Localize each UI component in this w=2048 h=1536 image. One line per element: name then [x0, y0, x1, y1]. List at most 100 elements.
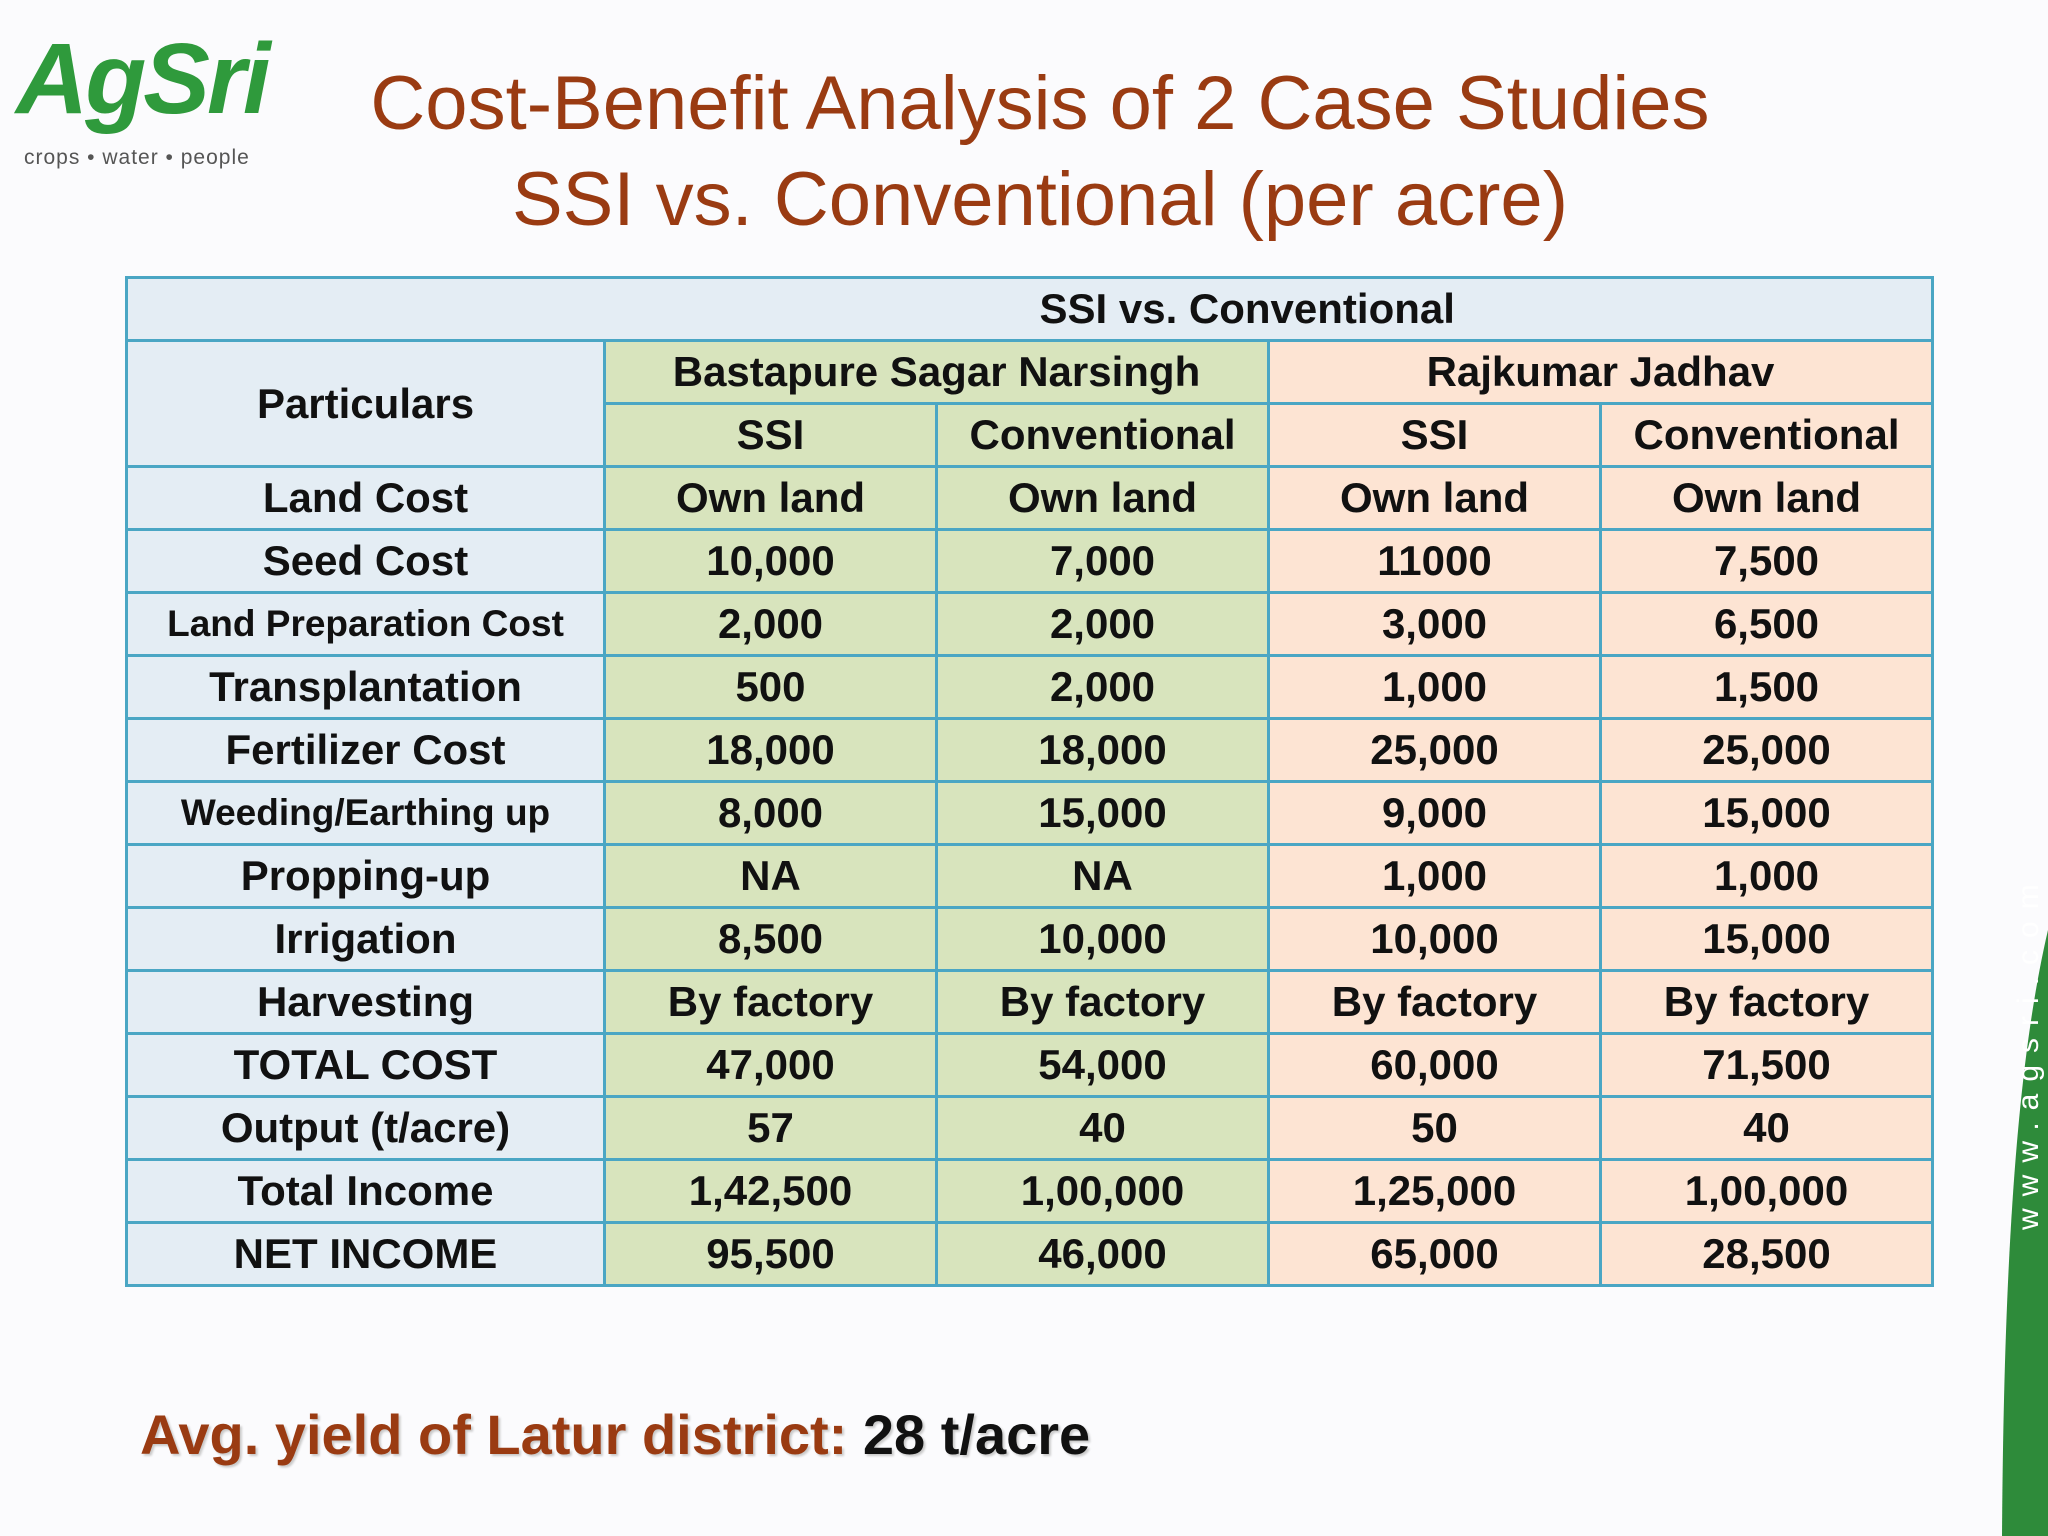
- subheader-bastapure-ssi: SSI: [603, 402, 938, 468]
- cell-rajkumar-ssi: 60,000: [1267, 1032, 1602, 1098]
- table-row: NET INCOME 95,500 46,000 65,000 28,500: [125, 1221, 1934, 1287]
- cell-bastapure-ssi: 8,000: [603, 780, 938, 846]
- cell-rajkumar-conventional: 7,500: [1599, 528, 1934, 594]
- cell-rajkumar-ssi: Own land: [1267, 465, 1602, 531]
- table-row: Seed Cost 10,000 7,000 11000 7,500: [125, 528, 1934, 594]
- cost-benefit-table: SSI vs. Conventional Particulars Bastapu…: [125, 276, 1934, 1287]
- cell-bastapure-ssi: Own land: [603, 465, 938, 531]
- cell-bastapure-ssi: 500: [603, 654, 938, 720]
- table-row: Propping-up NA NA 1,000 1,000: [125, 843, 1934, 909]
- row-label: Seed Cost: [125, 528, 606, 594]
- cell-bastapure-conventional: 46,000: [935, 1221, 1270, 1287]
- subheader-rajkumar-ssi: SSI: [1267, 402, 1602, 468]
- row-label: NET INCOME: [125, 1221, 606, 1287]
- cell-bastapure-conventional: 18,000: [935, 717, 1270, 783]
- row-label: Output (t/acre): [125, 1095, 606, 1161]
- group-header-rajkumar: Rajkumar Jadhav: [1267, 339, 1934, 405]
- cell-bastapure-ssi: 8,500: [603, 906, 938, 972]
- cell-bastapure-ssi: 1,42,500: [603, 1158, 938, 1224]
- cell-rajkumar-ssi: 50: [1267, 1095, 1602, 1161]
- logo-wordmark: AgSri: [16, 23, 271, 135]
- table-header-row: SSI vs. Conventional: [125, 276, 1934, 342]
- cell-rajkumar-ssi: 9,000: [1267, 780, 1602, 846]
- cell-rajkumar-ssi: 10,000: [1267, 906, 1602, 972]
- latur-yield-value: 28 t/acre: [862, 1403, 1091, 1466]
- header-corner-cell: [125, 276, 605, 342]
- group-header-row: Particulars Bastapure Sagar Narsingh Raj…: [125, 339, 1934, 468]
- cell-bastapure-ssi: By factory: [603, 969, 938, 1035]
- row-label: TOTAL COST: [125, 1032, 606, 1098]
- latur-yield-note: Avg. yield of Latur district: 28 t/acre: [140, 1402, 1090, 1467]
- cell-rajkumar-conventional: 15,000: [1599, 780, 1934, 846]
- slide-subtitle: SSI vs. Conventional (per acre): [511, 157, 1569, 242]
- row-label: Irrigation: [125, 906, 606, 972]
- table-row: Land Cost Own land Own land Own land Own lan…: [125, 465, 1934, 531]
- row-label: Fertilizer Cost: [125, 717, 606, 783]
- particulars-header: Particulars: [125, 339, 606, 468]
- subheader-rajkumar-conventional: Conventional: [1599, 402, 1934, 468]
- green-leaf-stripe: [2002, 930, 2048, 1536]
- table-row: Total Income 1,42,500 1,00,000 1,25,000 1,00…: [125, 1158, 1934, 1224]
- cell-bastapure-conventional: 2,000: [935, 654, 1270, 720]
- row-label: Land Preparation Cost: [125, 591, 606, 657]
- cell-bastapure-conventional: 7,000: [935, 528, 1270, 594]
- table-row: Irrigation 8,500 10,000 10,000 15,000: [125, 906, 1934, 972]
- row-label: Land Cost: [125, 465, 606, 531]
- table-row: Output (t/acre) 57 40 50 40: [125, 1095, 1934, 1161]
- cell-rajkumar-conventional: 40: [1599, 1095, 1934, 1161]
- cell-rajkumar-conventional: 1,500: [1599, 654, 1934, 720]
- row-label: Propping-up: [125, 843, 606, 909]
- table-row: Fertilizer Cost 18,000 18,000 25,000 25,000: [125, 717, 1934, 783]
- cell-rajkumar-conventional: 71,500: [1599, 1032, 1934, 1098]
- cell-bastapure-ssi: 18,000: [603, 717, 938, 783]
- cell-rajkumar-ssi: 1,000: [1267, 843, 1602, 909]
- subheader-row: SSI Conventional SSI Conventional: [127, 402, 1934, 468]
- top-header-cell: SSI vs. Conventional: [604, 276, 1934, 342]
- cell-rajkumar-ssi: 1,25,000: [1267, 1158, 1602, 1224]
- cell-rajkumar-ssi: By factory: [1267, 969, 1602, 1035]
- group-header-bastapure: Bastapure Sagar Narsingh: [603, 339, 1270, 405]
- cell-rajkumar-ssi: 65,000: [1267, 1221, 1602, 1287]
- subheader-bastapure-conventional: Conventional: [935, 402, 1270, 468]
- cell-rajkumar-conventional: By factory: [1599, 969, 1934, 1035]
- cell-rajkumar-conventional: 1,000: [1599, 843, 1934, 909]
- cell-rajkumar-ssi: 25,000: [1267, 717, 1602, 783]
- agsri-logo: AgSri crops • water • people: [16, 18, 306, 169]
- cell-bastapure-ssi: 57: [603, 1095, 938, 1161]
- cell-rajkumar-conventional: Own land: [1599, 465, 1934, 531]
- slide-title: Cost-Benefit Analysis of 2 Case Studies: [370, 61, 1710, 146]
- row-label: Weeding/Earthing up: [125, 780, 606, 846]
- cell-bastapure-conventional: 10,000: [935, 906, 1270, 972]
- cell-bastapure-conventional: 54,000: [935, 1032, 1270, 1098]
- cell-rajkumar-ssi: 1,000: [1267, 654, 1602, 720]
- cell-bastapure-ssi: 47,000: [603, 1032, 938, 1098]
- cell-rajkumar-conventional: 28,500: [1599, 1221, 1934, 1287]
- cell-rajkumar-ssi: 11000: [1267, 528, 1602, 594]
- cell-bastapure-ssi: 10,000: [603, 528, 938, 594]
- cell-bastapure-ssi: 2,000: [603, 591, 938, 657]
- cell-rajkumar-conventional: 25,000: [1599, 717, 1934, 783]
- row-label: Harvesting: [125, 969, 606, 1035]
- cell-bastapure-conventional: 2,000: [935, 591, 1270, 657]
- table-row: Transplantation 500 2,000 1,000 1,500: [125, 654, 1934, 720]
- cell-rajkumar-conventional: 1,00,000: [1599, 1158, 1934, 1224]
- cell-rajkumar-ssi: 3,000: [1267, 591, 1602, 657]
- cell-bastapure-ssi: 95,500: [603, 1221, 938, 1287]
- cell-bastapure-conventional: By factory: [935, 969, 1270, 1035]
- cell-bastapure-conventional: NA: [935, 843, 1270, 909]
- cell-bastapure-conventional: 40: [935, 1095, 1270, 1161]
- cell-bastapure-conventional: 1,00,000: [935, 1158, 1270, 1224]
- side-url: www.agsri.com: [2012, 872, 2045, 1230]
- table-row: Harvesting By factory By factory By factory…: [125, 969, 1934, 1035]
- cell-bastapure-ssi: NA: [603, 843, 938, 909]
- cell-rajkumar-conventional: 15,000: [1599, 906, 1934, 972]
- row-label: Total Income: [125, 1158, 606, 1224]
- table-row: Weeding/Earthing up 8,000 15,000 9,000 15,00…: [125, 780, 1934, 846]
- cell-bastapure-conventional: Own land: [935, 465, 1270, 531]
- latur-yield-label: Avg. yield of Latur district:: [140, 1403, 848, 1466]
- cell-bastapure-conventional: 15,000: [935, 780, 1270, 846]
- row-label: Transplantation: [125, 654, 606, 720]
- table-row: Land Preparation Cost 2,000 2,000 3,000 6,50…: [125, 591, 1934, 657]
- cell-rajkumar-conventional: 6,500: [1599, 591, 1934, 657]
- table-row: TOTAL COST 47,000 54,000 60,000 71,500: [125, 1032, 1934, 1098]
